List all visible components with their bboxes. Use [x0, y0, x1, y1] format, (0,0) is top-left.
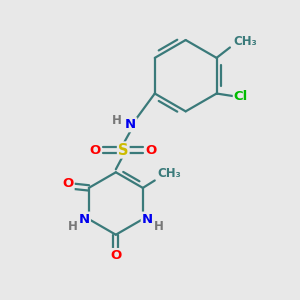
Text: O: O — [62, 177, 74, 190]
Text: N: N — [142, 213, 153, 226]
Text: O: O — [110, 249, 122, 262]
Text: Cl: Cl — [234, 90, 248, 103]
Text: H: H — [154, 220, 164, 233]
Text: N: N — [79, 213, 90, 226]
Text: O: O — [89, 143, 100, 157]
Text: CH₃: CH₃ — [233, 35, 257, 48]
Text: S: S — [118, 142, 128, 158]
Text: H: H — [68, 220, 77, 233]
Text: CH₃: CH₃ — [158, 167, 182, 179]
Text: O: O — [146, 143, 157, 157]
Text: H: H — [112, 114, 122, 127]
Text: N: N — [125, 118, 136, 131]
